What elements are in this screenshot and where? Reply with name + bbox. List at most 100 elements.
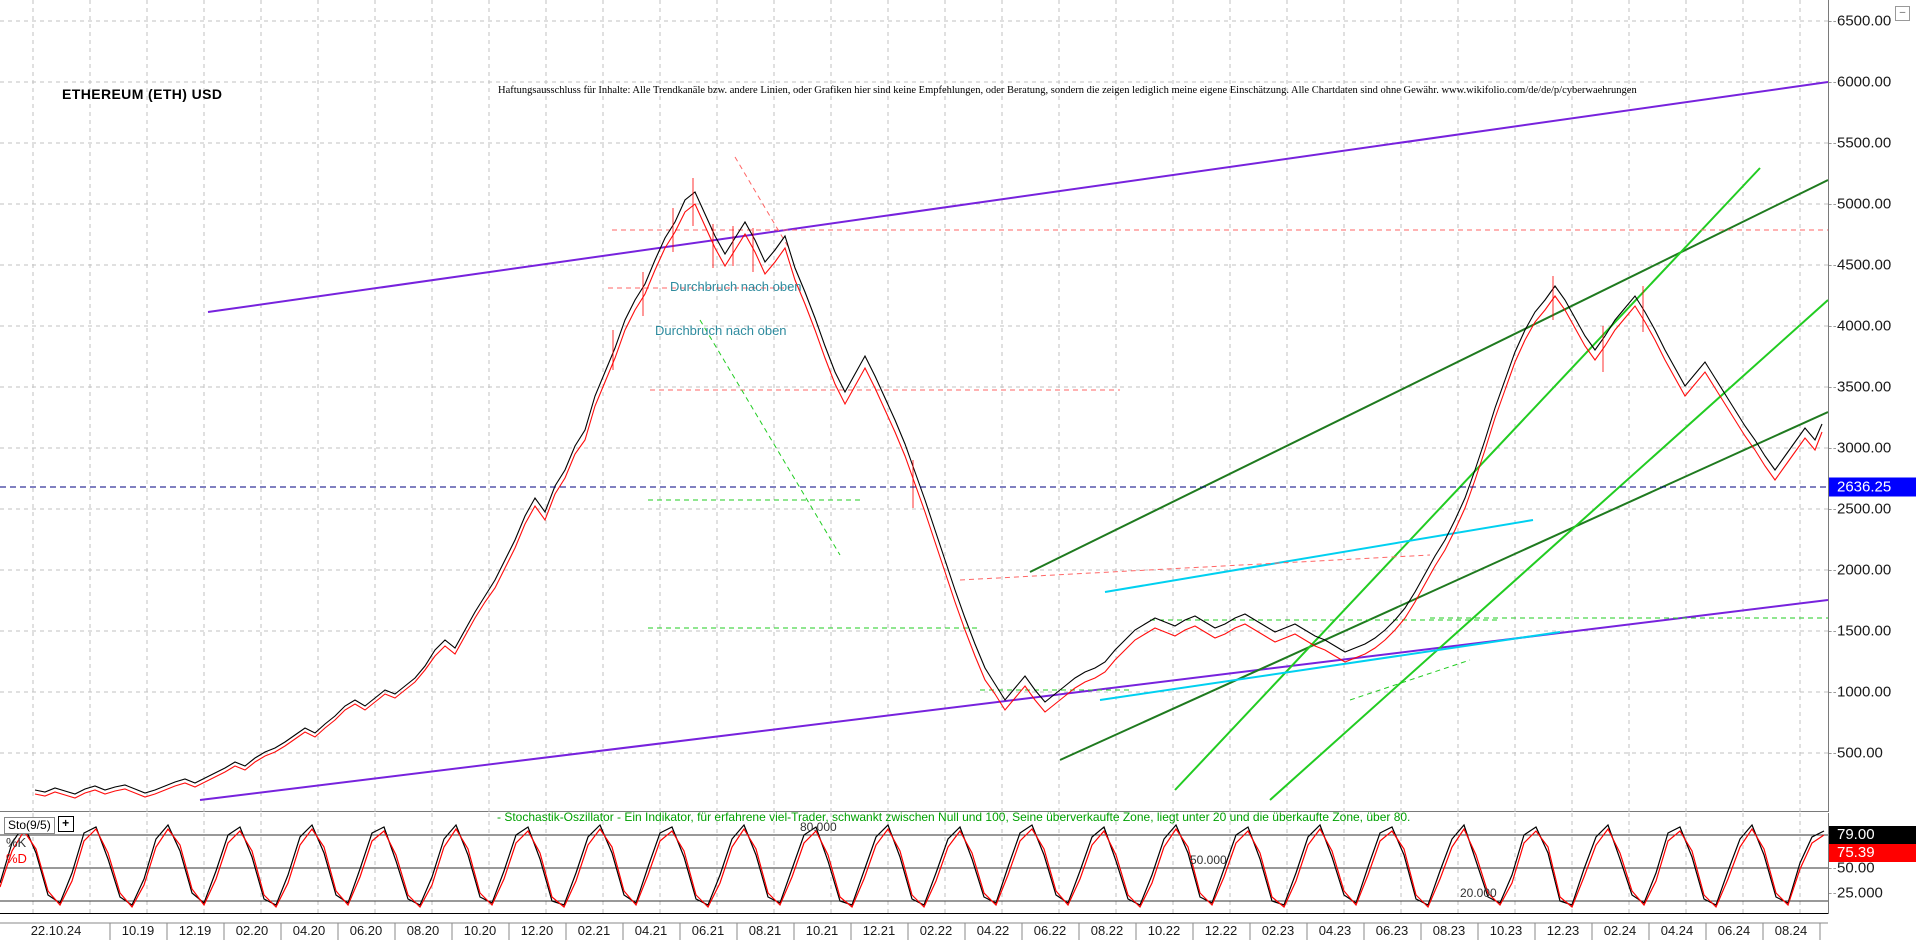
price-axis-label: 3500.00 (1837, 378, 1892, 396)
axis-tick (1829, 570, 1836, 571)
axis-tick (1829, 692, 1836, 693)
price-chart-svg (0, 0, 1828, 812)
sto-axis-label: 50.00 (1837, 859, 1875, 877)
price-chart-pane[interactable]: ETHEREUM (ETH) USD Haftungsausschluss fü… (0, 0, 1828, 812)
sto-label-50: 50.000 (1190, 853, 1227, 867)
date-tick-label: 06.20 (349, 923, 383, 938)
trendline-green-dark-upper (1029, 179, 1828, 573)
page-title: ETHEREUM (ETH) USD (62, 86, 223, 102)
date-tick-label: 08.24 (1774, 923, 1808, 938)
price-axis-label: 1000.00 (1837, 683, 1892, 701)
price-axis-label: 6000.00 (1837, 73, 1892, 91)
price-axis-label: 4000.00 (1837, 317, 1892, 335)
stochastic-svg: 80.000 50.000 20.000 (0, 813, 1828, 914)
date-tick-label: 22.10.24 (30, 923, 82, 938)
date-tick-label: 10.21 (805, 923, 839, 938)
date-tick-label: 02.24 (1603, 923, 1637, 938)
date-tick-label: 12.20 (520, 923, 554, 938)
sto-series-k (0, 823, 1825, 906)
date-tick-label: 04.22 (976, 923, 1010, 938)
annotation-breakout-lower: Durchbruch nach oben (655, 323, 787, 338)
date-tick-label: 02.20 (235, 923, 269, 938)
annotation-breakout-upper: Durchbruch nach oben (670, 279, 802, 294)
date-tick-label: 06.23 (1375, 923, 1409, 938)
axis-tick (1829, 143, 1836, 144)
axis-tick (1829, 893, 1836, 894)
plus-icon[interactable]: + (57, 816, 74, 832)
axis-tick (1829, 509, 1836, 510)
price-axis-label: 5000.00 (1837, 195, 1892, 213)
minus-icon[interactable]: – (1895, 6, 1910, 21)
horizontal-gridlines (0, 20, 1828, 754)
price-axis-label: 6500.00 (1837, 12, 1892, 30)
price-axis-label: 3000.00 (1837, 439, 1892, 457)
sto-value-d-badge: 75.39 (1829, 844, 1916, 862)
date-tick-label: 08.20 (406, 923, 440, 938)
price-axis-label: 1500.00 (1837, 622, 1892, 640)
date-tick-label: 12.21 (862, 923, 896, 938)
date-tick-label: 08.23 (1432, 923, 1466, 938)
indicator-name-tag[interactable]: Sto(9/5) (4, 817, 55, 834)
price-axis-label: 500.00 (1837, 744, 1883, 762)
date-tick-label: 12.19 (178, 923, 212, 938)
axis-tick (1829, 868, 1836, 869)
series-label-d: %D (6, 851, 27, 866)
price-candle-wicks (612, 178, 1644, 508)
axis-tick (1829, 753, 1836, 754)
price-axis-label: 2000.00 (1837, 561, 1892, 579)
axis-tick (1829, 21, 1836, 22)
date-tick-label: 02.21 (577, 923, 611, 938)
date-tick-label: 04.21 (634, 923, 668, 938)
date-tick-label: 02.23 (1261, 923, 1295, 938)
price-series (34, 191, 1823, 795)
annotation-stochastic-note: - Stochastik-Oszillator - Ein Indikator,… (497, 810, 1411, 824)
sto-label-20: 20.000 (1460, 886, 1497, 900)
price-series-volatility (34, 203, 1823, 799)
sto-label-80: 80.000 (800, 820, 837, 834)
trendline-cyan-upper (1104, 519, 1534, 593)
sto-vertical-gridlines (32, 813, 1801, 914)
date-tick-label: 04.24 (1660, 923, 1694, 938)
disclaimer-text: Haftungsausschluss für Inhalte: Alle Tre… (498, 85, 1637, 96)
axis-tick (1829, 326, 1836, 327)
price-axis-label: 2500.00 (1837, 500, 1892, 518)
axis-tick (1829, 448, 1836, 449)
trendline-green-light-lower (1269, 299, 1828, 801)
axis-tick (1829, 631, 1836, 632)
sto-reference-lines (0, 834, 1828, 902)
sto-value-k-badge: 79.00 (1829, 826, 1916, 844)
stochastic-pane[interactable]: 80.000 50.000 20.000 (0, 813, 1828, 914)
price-axis-label: 4500.00 (1837, 256, 1892, 274)
axis-tick (1829, 265, 1836, 266)
support-lines-green (648, 319, 1828, 701)
date-tick-label: 12.23 (1546, 923, 1580, 938)
date-tick-label: 10.20 (463, 923, 497, 938)
resistance-lines-red (608, 156, 1828, 581)
date-tick-label: 10.23 (1489, 923, 1523, 938)
date-tick-label: 04.20 (292, 923, 326, 938)
date-tick-label: 06.22 (1033, 923, 1067, 938)
date-tick-label: 08.22 (1090, 923, 1124, 938)
date-tick-label: 04.23 (1318, 923, 1352, 938)
date-tick-label: 02.22 (919, 923, 953, 938)
price-axis-label: 5500.00 (1837, 134, 1892, 152)
trendline-purple-upper (207, 81, 1828, 313)
axis-tick (1829, 82, 1836, 83)
current-price-badge: 2636.25 (1829, 477, 1916, 497)
trendline-cyan-lower (1099, 631, 1561, 701)
indicator-legend: Sto(9/5) + (4, 816, 124, 834)
stochastic-axis[interactable]: 79.00 75.39 50.00 25.000 (1828, 813, 1916, 914)
sto-axis-label: 25.000 (1837, 884, 1883, 902)
series-label-k: %K (6, 835, 27, 850)
axis-tick (1829, 387, 1836, 388)
date-tick-label: 10.22 (1147, 923, 1181, 938)
horizontal-scrollbar[interactable] (0, 940, 1828, 948)
date-tick-label: 06.21 (691, 923, 725, 938)
axis-tick (1829, 204, 1836, 205)
trendline-green-light-upper (1174, 167, 1761, 791)
date-tick-label: 10.19 (121, 923, 155, 938)
trendline-green-dark-lower (1059, 411, 1828, 761)
price-axis[interactable]: 6500.00 6000.00 5500.00 5000.00 4500.00 … (1828, 0, 1916, 812)
sto-series-d (0, 827, 1825, 909)
